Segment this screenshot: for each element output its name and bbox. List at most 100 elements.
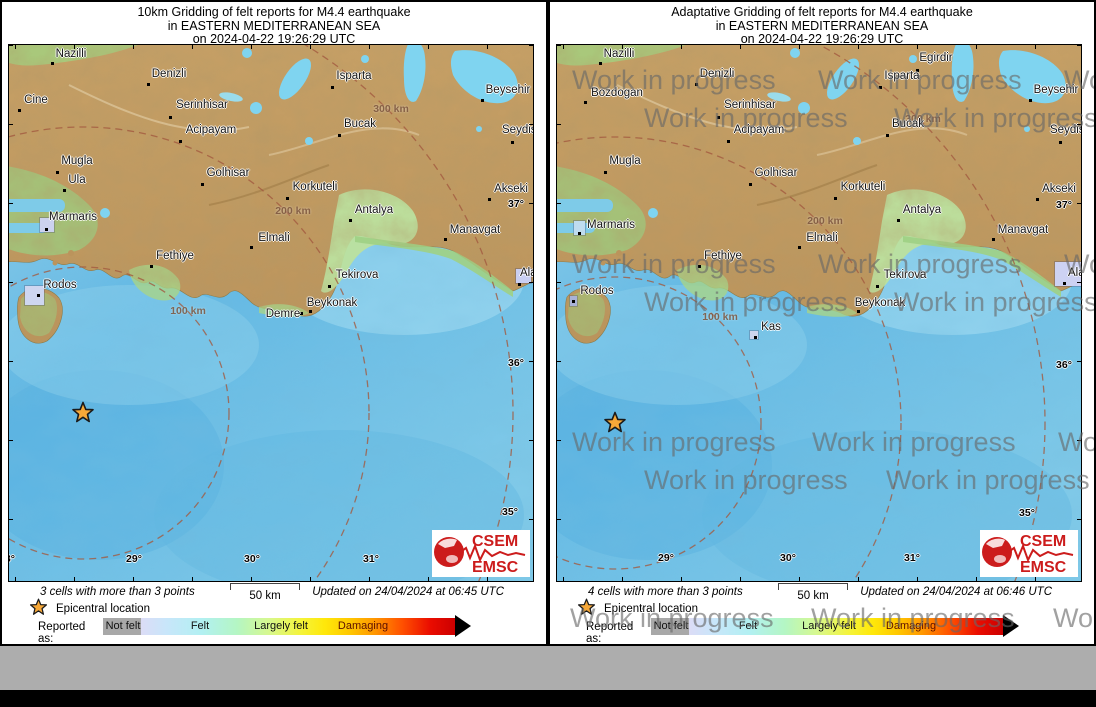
updated-timestamp: Updated on 24/04/2024 at 06:45 UTC xyxy=(312,586,504,598)
city-marker xyxy=(1029,99,1032,102)
city-marker xyxy=(518,283,521,286)
work-in-progress-watermark: Work in progress xyxy=(644,641,848,644)
legend-epicenter-row: Epicentral location xyxy=(29,598,150,618)
city-marker xyxy=(834,197,837,200)
felt-report-cell xyxy=(516,269,531,283)
scale-bar-label: 50 km xyxy=(797,590,829,602)
colorbar-arrow xyxy=(455,615,471,637)
terrain-basemap xyxy=(557,45,1081,581)
logo-text-emsc: EMSC xyxy=(472,559,519,575)
map-ticks-left xyxy=(9,45,13,581)
map-ticks-bottom xyxy=(563,577,1081,581)
reported-as-label: Reported as: xyxy=(38,621,86,644)
map-canvas[interactable]: 100 km 200 km 300 km Nazilli Denizli Cine Seri… xyxy=(8,44,534,582)
city-label: Elmali xyxy=(258,232,290,244)
graticule-label: 36° xyxy=(508,357,524,369)
city-marker xyxy=(717,116,720,119)
city-marker xyxy=(798,246,801,249)
title-line-2: in EASTERN MEDITERRANEAN SEA xyxy=(167,18,381,33)
felt-report-cell xyxy=(750,331,758,339)
title-line-3: on 2024-04-22 19:26:29 UTC xyxy=(740,32,904,46)
city-label: Korkuteli xyxy=(292,181,338,193)
city-label: Manavgat xyxy=(449,224,501,236)
map-canvas[interactable]: 100 km 200 km 300 km Nazilli Bozdogan Denizli… xyxy=(556,44,1082,582)
city-label: Egirdir xyxy=(919,52,953,64)
city-label: Tekirova xyxy=(335,269,379,281)
ring-distance-label: 200 km xyxy=(807,215,843,227)
city-marker xyxy=(37,294,40,297)
colorbar-label-felt: Felt xyxy=(190,620,210,632)
city-label: Mugla xyxy=(61,155,93,167)
ring-distance-label: 100 km xyxy=(702,311,738,323)
title-line-2: in EASTERN MEDITERRANEAN SEA xyxy=(715,18,929,33)
csem-emsc-logo: CSEM EMSC xyxy=(980,530,1078,577)
city-marker xyxy=(1036,198,1039,201)
scale-bar: 50 km xyxy=(778,583,848,602)
map-title: 10km Gridding of felt reports for M4.4 e… xyxy=(2,5,546,47)
city-label: Denizli xyxy=(151,68,187,80)
city-label: Tekirova xyxy=(883,269,927,281)
graticule-label: 36° xyxy=(1056,359,1072,371)
graticule-label: 37° xyxy=(508,198,524,210)
city-marker xyxy=(169,116,172,119)
intensity-colorbar: Not felt Felt Largely felt Damaging xyxy=(651,618,1003,635)
city-label: Manavgat xyxy=(997,224,1049,236)
city-label: Mugla xyxy=(609,155,641,167)
ring-distance-label: 300 km xyxy=(905,113,941,125)
scale-bar-label: 50 km xyxy=(249,590,281,602)
graticule-label: 31° xyxy=(363,553,379,565)
city-marker xyxy=(250,246,253,249)
city-label: Acipayam xyxy=(733,124,785,136)
map-ticks-bottom xyxy=(15,577,533,581)
city-marker xyxy=(695,83,698,86)
city-label: Akseki xyxy=(494,183,528,195)
felt-report-cell xyxy=(1055,262,1081,286)
city-marker xyxy=(572,300,575,303)
city-marker xyxy=(488,198,491,201)
work-in-progress-watermark: Work in progress xyxy=(894,641,1094,644)
map-ticks-top xyxy=(15,45,533,49)
graticule-label: 37° xyxy=(1056,199,1072,211)
map-panel-10km-gridding: 10km Gridding of felt reports for M4.4 e… xyxy=(2,2,546,644)
cells-count-note: 4 cells with more than 3 points xyxy=(588,586,743,598)
work-in-progress-watermark: Work in progress xyxy=(1053,603,1094,633)
city-marker xyxy=(338,134,341,137)
city-marker xyxy=(879,86,882,89)
intensity-colorbar: Not felt Felt Largely felt Damaging xyxy=(103,618,455,635)
city-marker xyxy=(727,140,730,143)
terrain-basemap xyxy=(9,45,533,581)
logo-text-csem: CSEM xyxy=(1020,533,1066,550)
city-marker xyxy=(599,62,602,65)
city-label: Nazilli xyxy=(603,48,635,60)
city-marker xyxy=(18,109,21,112)
logo-text-csem: CSEM xyxy=(472,533,518,550)
graticule-label: 35° xyxy=(502,506,518,518)
city-label: Fethiye xyxy=(704,250,742,262)
city-label: Isparta xyxy=(336,70,372,82)
legend-epicenter-row: Epicentral location xyxy=(577,598,698,618)
colorbar-arrow xyxy=(1003,615,1019,637)
city-label: Nazilli xyxy=(55,48,87,60)
graticule-label: 30° xyxy=(780,552,796,564)
city-marker xyxy=(1063,282,1066,285)
colorbar-label-damaging: Damaging xyxy=(337,620,389,632)
city-label: Serinhisar xyxy=(176,99,228,111)
map-ticks-top xyxy=(563,45,1081,49)
epicenter-star-icon xyxy=(577,598,596,621)
epicenter-legend-label: Epicentral location xyxy=(604,603,698,615)
title-line-1: Adaptative Gridding of felt reports for … xyxy=(671,5,973,19)
city-label: Antalya xyxy=(902,204,942,216)
city-marker xyxy=(749,183,752,186)
city-label: Seydisehir xyxy=(1050,124,1081,136)
city-label: Marmaris xyxy=(587,219,635,231)
city-label: Beykonak xyxy=(306,297,358,309)
epicenter-star-icon xyxy=(29,598,48,621)
map-ticks-left xyxy=(557,45,561,581)
city-marker xyxy=(349,219,352,222)
city-label: Demre xyxy=(265,308,301,320)
logo-seismogram-icon xyxy=(457,543,526,563)
city-marker xyxy=(876,285,879,288)
city-marker xyxy=(857,310,860,313)
colorbar-label-damaging: Damaging xyxy=(885,620,937,632)
